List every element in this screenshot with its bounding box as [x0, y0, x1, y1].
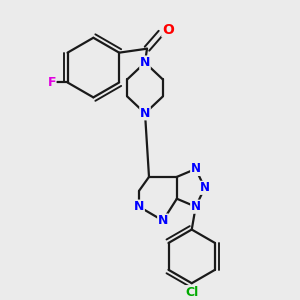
Text: N: N: [140, 107, 150, 120]
Text: Cl: Cl: [185, 286, 198, 299]
Text: F: F: [47, 76, 56, 89]
Text: O: O: [162, 23, 174, 37]
Text: N: N: [191, 162, 201, 176]
Text: N: N: [134, 200, 144, 213]
Text: N: N: [158, 214, 168, 227]
Text: N: N: [140, 56, 150, 69]
Text: N: N: [200, 181, 210, 194]
Text: N: N: [191, 200, 201, 213]
